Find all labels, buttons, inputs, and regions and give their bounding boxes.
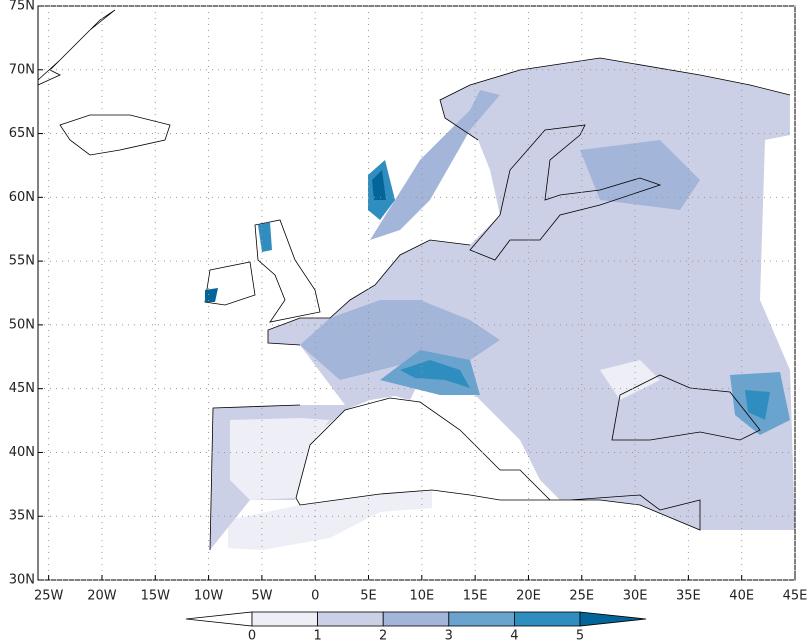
coastline — [209, 57, 791, 551]
colorbar-arrow — [579, 611, 647, 627]
land-field — [600, 360, 660, 400]
x-tick-label: 15W — [141, 589, 171, 604]
land-field — [745, 390, 770, 420]
x-tick-label: 10E — [409, 589, 434, 604]
sea — [469, 124, 662, 261]
land-field — [370, 90, 500, 240]
colorbar-label: 3 — [445, 629, 453, 642]
map-layers — [37, 9, 795, 551]
colorbar-label: 4 — [510, 629, 518, 642]
x-tick-label: 5W — [251, 589, 272, 604]
x-tick-label: 15E — [463, 589, 488, 604]
x-tick-label: 0 — [311, 589, 319, 604]
colorbar-segment — [448, 611, 515, 627]
colorbar-label: 0 — [248, 629, 256, 642]
x-tick-label: 5E — [360, 589, 377, 604]
sea — [295, 397, 701, 531]
y-tick-label: 45N — [9, 381, 35, 396]
y-tick-label: 65N — [9, 126, 35, 141]
x-tick-label: 25W — [34, 589, 64, 604]
land-field — [228, 490, 432, 550]
coastline — [37, 9, 116, 86]
land-field — [205, 288, 218, 302]
sea — [611, 374, 761, 441]
y-tick-label: 55N — [9, 254, 35, 269]
land-field — [258, 222, 272, 252]
colorbar-segment — [382, 611, 450, 627]
colorbar-label: 1 — [313, 629, 321, 642]
land-field — [230, 418, 330, 500]
y-tick-label: 35N — [9, 509, 35, 524]
land-field — [400, 360, 470, 388]
y-tick-label: 30N — [9, 573, 35, 588]
x-tick-label: 25E — [569, 589, 594, 604]
x-tick-label: 20E — [516, 589, 541, 604]
island — [254, 219, 321, 323]
y-tick-label: 75N — [9, 0, 35, 14]
y-tick-label: 70N — [9, 62, 35, 77]
y-tick-label: 50N — [9, 317, 35, 332]
x-tick-label: 20W — [87, 589, 117, 604]
colorbar-label: 2 — [379, 629, 387, 642]
land-field — [372, 170, 386, 200]
x-tick-label: 10W — [194, 589, 224, 604]
colorbar-segment — [514, 611, 581, 627]
x-tick-label: 35E — [676, 589, 701, 604]
colorbar-segment — [317, 611, 384, 627]
y-tick-label: 40N — [9, 445, 35, 460]
colorbar-arrow — [185, 611, 253, 627]
island — [59, 114, 171, 156]
y-tick-label: 60N — [9, 190, 35, 205]
colorbar-segment — [251, 611, 318, 627]
x-tick-label: 40E — [729, 589, 754, 604]
x-tick-label: 30E — [623, 589, 648, 604]
x-tick-label: 45E — [783, 589, 808, 604]
colorbar-label: 5 — [576, 629, 584, 642]
land-field — [580, 140, 700, 210]
